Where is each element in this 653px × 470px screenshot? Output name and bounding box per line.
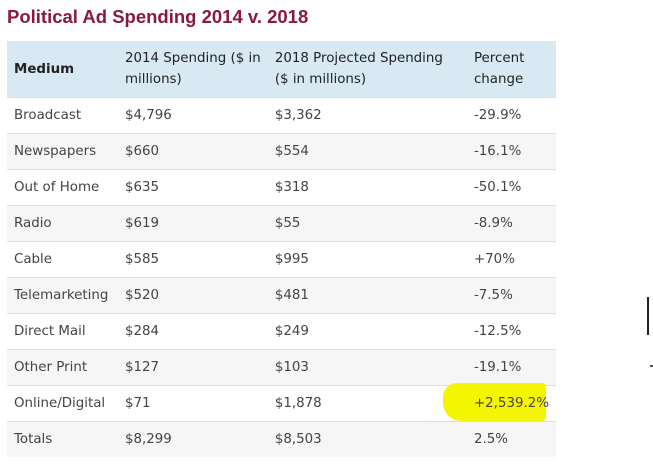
header-2014-spending: 2014 Spending ($ in millions) (117, 41, 268, 98)
cell-spending-2014: $619 (117, 205, 268, 242)
cell-spending-2018: $103 (267, 349, 467, 386)
cell-spending-2014: $635 (117, 169, 268, 206)
header-medium: Medium (7, 41, 118, 98)
cell-spending-2014: $520 (117, 277, 268, 314)
cell-spending-2018: $554 (267, 133, 467, 170)
cell-percent-change: -29.9% (466, 97, 556, 134)
cell-spending-2018: $481 (267, 277, 467, 314)
cell-spending-2014: $284 (117, 313, 268, 350)
cell-medium: Direct Mail (7, 313, 118, 350)
cell-spending-2018: $318 (267, 169, 467, 206)
text-cursor-mark (647, 297, 649, 335)
cell-medium: Broadcast (7, 97, 118, 134)
cell-medium: Other Print (7, 349, 118, 386)
cell-percent-change: +2,539.2% (442, 383, 556, 422)
cell-percent-change: 2.5% (466, 421, 556, 457)
cell-spending-2014: $127 (117, 349, 268, 386)
totals-row: Totals $8,299 $8,503 2.5% (7, 421, 556, 457)
cell-medium: Cable (7, 241, 118, 278)
cell-percent-change: -16.1% (466, 133, 556, 170)
table-row: Radio $619 $55 -8.9% (7, 205, 556, 242)
cell-spending-2014: $8,299 (117, 421, 268, 457)
cell-medium: Radio (7, 205, 118, 242)
cell-spending-2018: $995 (267, 241, 467, 278)
cell-medium: Telemarketing (7, 277, 118, 314)
highlighted-value: +2,539.2% (473, 396, 549, 411)
table-row: Other Print $127 $103 -19.1% (7, 349, 556, 386)
table-row: Newspapers $660 $554 -16.1% (7, 133, 556, 170)
cell-spending-2018: $3,362 (267, 97, 467, 134)
ad-spending-table: Medium 2014 Spending ($ in millions) 201… (7, 41, 556, 457)
cell-spending-2018: $249 (267, 313, 467, 350)
header-2018-spending: 2018 Projected Spending ($ in millions) (267, 41, 467, 98)
cell-percent-change: -8.9% (466, 205, 556, 242)
table-header-row: Medium 2014 Spending ($ in millions) 201… (7, 41, 556, 98)
table-row: Broadcast $4,796 $3,362 -29.9% (7, 97, 556, 134)
cell-percent-change: -7.5% (466, 277, 556, 314)
table-row: Cable $585 $995 +70% (7, 241, 556, 278)
cell-spending-2018: $55 (267, 205, 467, 242)
cell-spending-2018: $8,503 (267, 421, 467, 457)
cell-medium: Online/Digital (7, 385, 118, 422)
cell-percent-change: -19.1% (466, 349, 556, 386)
cell-spending-2014: $585 (117, 241, 268, 278)
cell-percent-change: -50.1% (466, 169, 556, 206)
cell-percent-change: +70% (466, 241, 556, 278)
table-row: Online/Digital $71 $1,878 +2,539.2% (7, 383, 556, 422)
cell-medium: Newspapers (7, 133, 118, 170)
cell-spending-2018: $1,878 (267, 385, 467, 422)
header-percent-change: Percent change (466, 41, 556, 98)
table-row: Out of Home $635 $318 -50.1% (7, 169, 556, 206)
table-row: Direct Mail $284 $249 -12.5% (7, 313, 556, 350)
table-title: Political Ad Spending 2014 v. 2018 (7, 6, 309, 27)
cell-spending-2014: $71 (117, 385, 268, 422)
cell-spending-2014: $660 (117, 133, 268, 170)
cell-medium: Out of Home (7, 169, 118, 206)
cell-medium: Totals (7, 421, 118, 457)
stray-dot (650, 365, 653, 367)
cell-spending-2014: $4,796 (117, 97, 268, 134)
cell-percent-change: -12.5% (466, 313, 556, 350)
table-row: Telemarketing $520 $481 -7.5% (7, 277, 556, 314)
